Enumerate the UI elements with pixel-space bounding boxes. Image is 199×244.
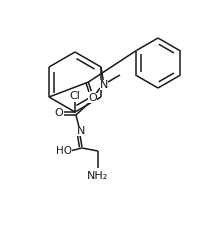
Text: HO: HO [56,146,72,156]
Text: N: N [100,80,108,90]
Text: O: O [88,93,97,103]
Text: O: O [55,108,63,118]
Text: NH₂: NH₂ [87,171,109,181]
Text: Cl: Cl [70,91,80,101]
Text: N: N [77,126,85,136]
